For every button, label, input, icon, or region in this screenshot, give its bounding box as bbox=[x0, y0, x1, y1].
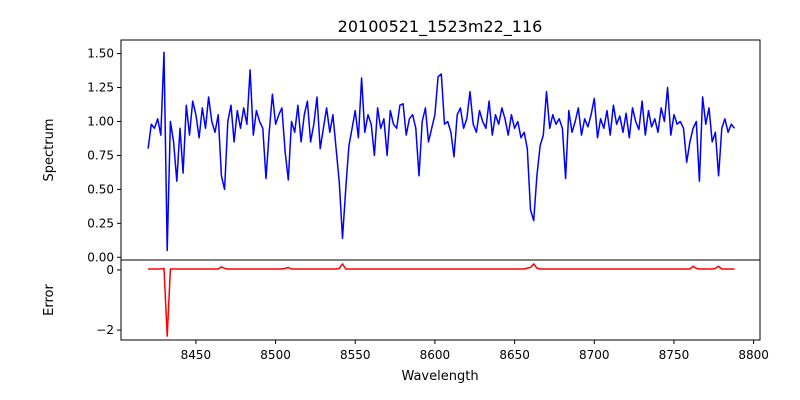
error-y-tick-label: 0 bbox=[106, 263, 114, 277]
x-tick-label: 8800 bbox=[738, 348, 769, 362]
spectrum-y-label: Spectrum bbox=[42, 119, 57, 182]
spectrum-y-tick-label: 1.00 bbox=[87, 114, 114, 128]
x-axis-label: Wavelength bbox=[401, 369, 478, 384]
x-tick-label: 8650 bbox=[499, 348, 530, 362]
x-tick-label: 8600 bbox=[420, 348, 451, 362]
error-axes-frame bbox=[120, 259, 761, 341]
x-tick-label: 8700 bbox=[579, 348, 610, 362]
chart-title: 20100521_1523m22_116 bbox=[338, 17, 543, 37]
x-tick-label: 8450 bbox=[181, 348, 212, 362]
x-tick-label: 8500 bbox=[260, 348, 291, 362]
spectrum-y-tick-label: 1.25 bbox=[87, 81, 114, 95]
spectrum-y-tick-label: 0.50 bbox=[87, 182, 114, 196]
error-line bbox=[148, 263, 735, 337]
x-tick-label: 8550 bbox=[340, 348, 371, 362]
x-tick-label: 8750 bbox=[659, 348, 690, 362]
spectrum-y-tick-label: 1.50 bbox=[87, 47, 114, 61]
spectrum-y-tick-label: 0.00 bbox=[87, 250, 114, 264]
spectrum-line bbox=[147, 51, 736, 252]
error-y-tick-label: −2 bbox=[96, 323, 114, 337]
spectrum-y-tick-label: 0.75 bbox=[87, 148, 114, 162]
error-y-label: Error bbox=[42, 284, 57, 316]
spectrum-y-tick-label: 0.25 bbox=[87, 216, 114, 230]
spectrum-axes-frame bbox=[120, 39, 761, 261]
